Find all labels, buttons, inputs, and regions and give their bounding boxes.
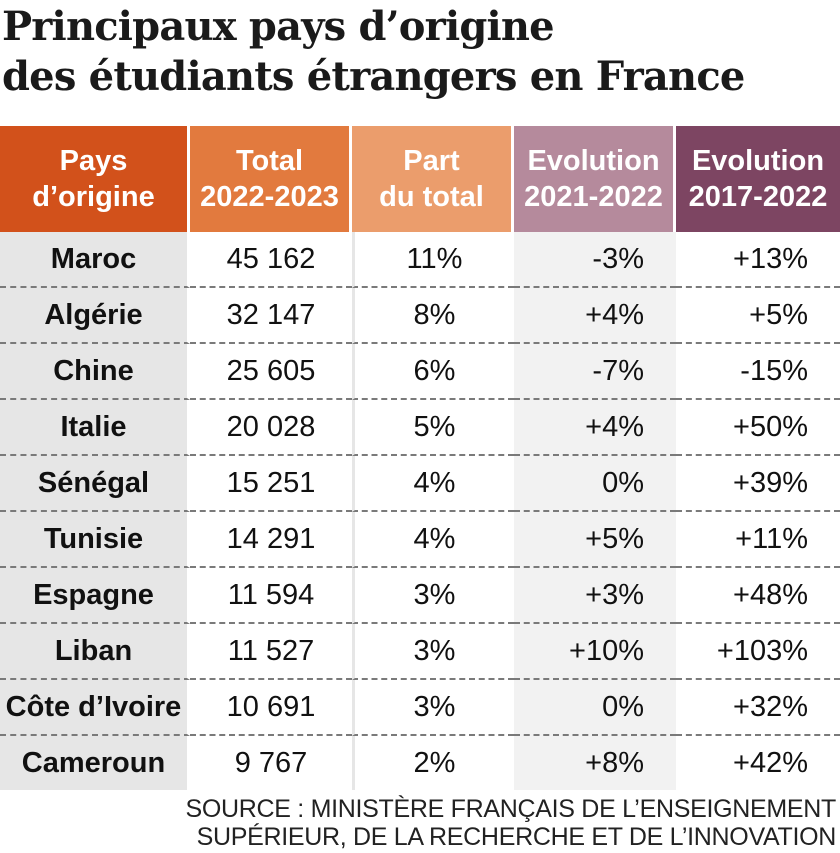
header-evo1-line1: Evolution <box>527 145 660 177</box>
table-row: Liban 11 527 3% +10% +103% <box>0 624 840 680</box>
total-cell: 20 028 <box>190 400 352 456</box>
share-cell: 3% <box>352 624 514 680</box>
evolution-2021-2022-cell: -7% <box>514 344 676 400</box>
evolution-2021-2022-cell: +3% <box>514 568 676 624</box>
table-row: Tunisie 14 291 4% +5% +11% <box>0 512 840 568</box>
evolution-2017-2022-cell: +32% <box>676 680 840 736</box>
header-total: Total 2022-2023 <box>190 126 352 232</box>
evolution-2021-2022-cell: +5% <box>514 512 676 568</box>
total-cell: 45 162 <box>190 232 352 288</box>
header-evo1-line2: 2021-2022 <box>524 181 663 213</box>
header-country-line2: d’origine <box>32 181 155 213</box>
country-cell: Liban <box>0 624 190 680</box>
total-cell: 32 147 <box>190 288 352 344</box>
total-cell: 25 605 <box>190 344 352 400</box>
total-cell: 9 767 <box>234 746 308 779</box>
header-evolution-2021-2022: Evolution 2021-2022 <box>514 126 676 232</box>
country-cell: Tunisie <box>0 512 190 568</box>
table-row: Algérie 32 147 8% +4% +5% <box>0 288 840 344</box>
share-cell: 2% <box>352 736 514 790</box>
evolution-2017-2022-cell: +48% <box>676 568 840 624</box>
total-cell: 11 594 <box>190 568 352 624</box>
data-table: Pays d’origine Total 2022-2023 Part du t… <box>0 126 840 790</box>
evolution-2017-2022-cell: -15% <box>676 344 840 400</box>
evolution-2021-2022-cell: +8% <box>514 736 676 790</box>
country-cell: Cameroun <box>0 736 190 790</box>
evolution-2021-2022-cell: +10% <box>514 624 676 680</box>
evolution-2021-2022-cell: 0% <box>514 456 676 512</box>
country-cell: Espagne <box>0 568 190 624</box>
total-cell: 14 291 <box>190 512 352 568</box>
evolution-2021-2022-cell: +4% <box>514 288 676 344</box>
header-share: Part du total <box>352 126 514 232</box>
country-cell: Chine <box>0 344 190 400</box>
header-share-line2: du total <box>379 181 484 213</box>
table-row: Côte d’Ivoire 10 691 3% 0% +32% <box>0 680 840 736</box>
evolution-2017-2022-cell: +13% <box>676 232 840 288</box>
source-line-1: SOURCE : MINISTÈRE FRANÇAIS DE L’ENSEIGN… <box>185 795 837 823</box>
title-line-1: Principaux pays d’origine <box>2 3 555 50</box>
table-row: Chine 25 605 6% -7% -15% <box>0 344 840 400</box>
evolution-2017-2022-cell: +11% <box>676 512 840 568</box>
country-cell: Côte d’Ivoire <box>0 680 190 736</box>
table-row: Espagne 11 594 3% +3% +48% <box>0 568 840 624</box>
share-cell: 11% <box>352 232 514 288</box>
share-cell: 3% <box>352 568 514 624</box>
header-total-line1: Total <box>235 145 304 177</box>
evolution-2017-2022-cell: +5% <box>676 288 840 344</box>
country-cell: Algérie <box>0 288 190 344</box>
share-cell: 6% <box>352 344 514 400</box>
share-cell: 4% <box>352 512 514 568</box>
share-cell: 3% <box>352 680 514 736</box>
header-row: Pays d’origine Total 2022-2023 Part du t… <box>0 126 840 232</box>
table-row: Italie 20 028 5% +4% +50% <box>0 400 840 456</box>
table-row: Cameroun 9 767 2% +8% +42% <box>0 736 840 790</box>
evolution-2021-2022-cell: -3% <box>514 232 676 288</box>
evolution-2017-2022-cell: +103% <box>676 624 840 680</box>
country-cell: Maroc <box>0 232 190 288</box>
source-note: SOURCE : MINISTÈRE FRANÇAIS DE L’ENSEIGN… <box>186 795 837 851</box>
country-cell: Italie <box>0 400 190 456</box>
total-cell: 11 527 <box>190 624 352 680</box>
header-total-line2: 2022-2023 <box>200 181 339 213</box>
evolution-2017-2022-cell: +42% <box>733 746 808 779</box>
evolution-2017-2022-cell: +50% <box>676 400 840 456</box>
share-cell: 8% <box>352 288 514 344</box>
header-evo2-line1: Evolution <box>691 145 825 177</box>
share-cell: 5% <box>352 400 514 456</box>
table-row: Sénégal 15 251 4% 0% +39% <box>0 456 840 512</box>
page-title: Principaux pays d’origine des étudiants … <box>2 2 838 102</box>
title-line-2: des étudiants étrangers en France <box>2 53 745 100</box>
evolution-2017-2022-cell: +39% <box>676 456 840 512</box>
source-line-2: SUPÉRIEUR, DE LA RECHERCHE ET DE L’INNOV… <box>196 823 837 851</box>
country-cell: Sénégal <box>0 456 190 512</box>
table-body: Maroc 45 162 11% -3% +13% Algérie 32 147 8% +4% +… <box>0 232 840 790</box>
header-evolution-2017-2022: Evolution 2017-2022 <box>676 126 840 232</box>
header-country: Pays d’origine <box>0 126 190 232</box>
evolution-2021-2022-cell: 0% <box>514 680 676 736</box>
evolution-2021-2022-cell: +4% <box>514 400 676 456</box>
header-evo2-line2: 2017-2022 <box>688 181 828 213</box>
total-cell: 15 251 <box>190 456 352 512</box>
table-row: Maroc 45 162 11% -3% +13% <box>0 232 840 288</box>
share-cell: 4% <box>352 456 514 512</box>
header-country-line1: Pays <box>59 145 128 177</box>
total-cell: 10 691 <box>190 680 352 736</box>
header-share-line1: Part <box>403 145 460 177</box>
